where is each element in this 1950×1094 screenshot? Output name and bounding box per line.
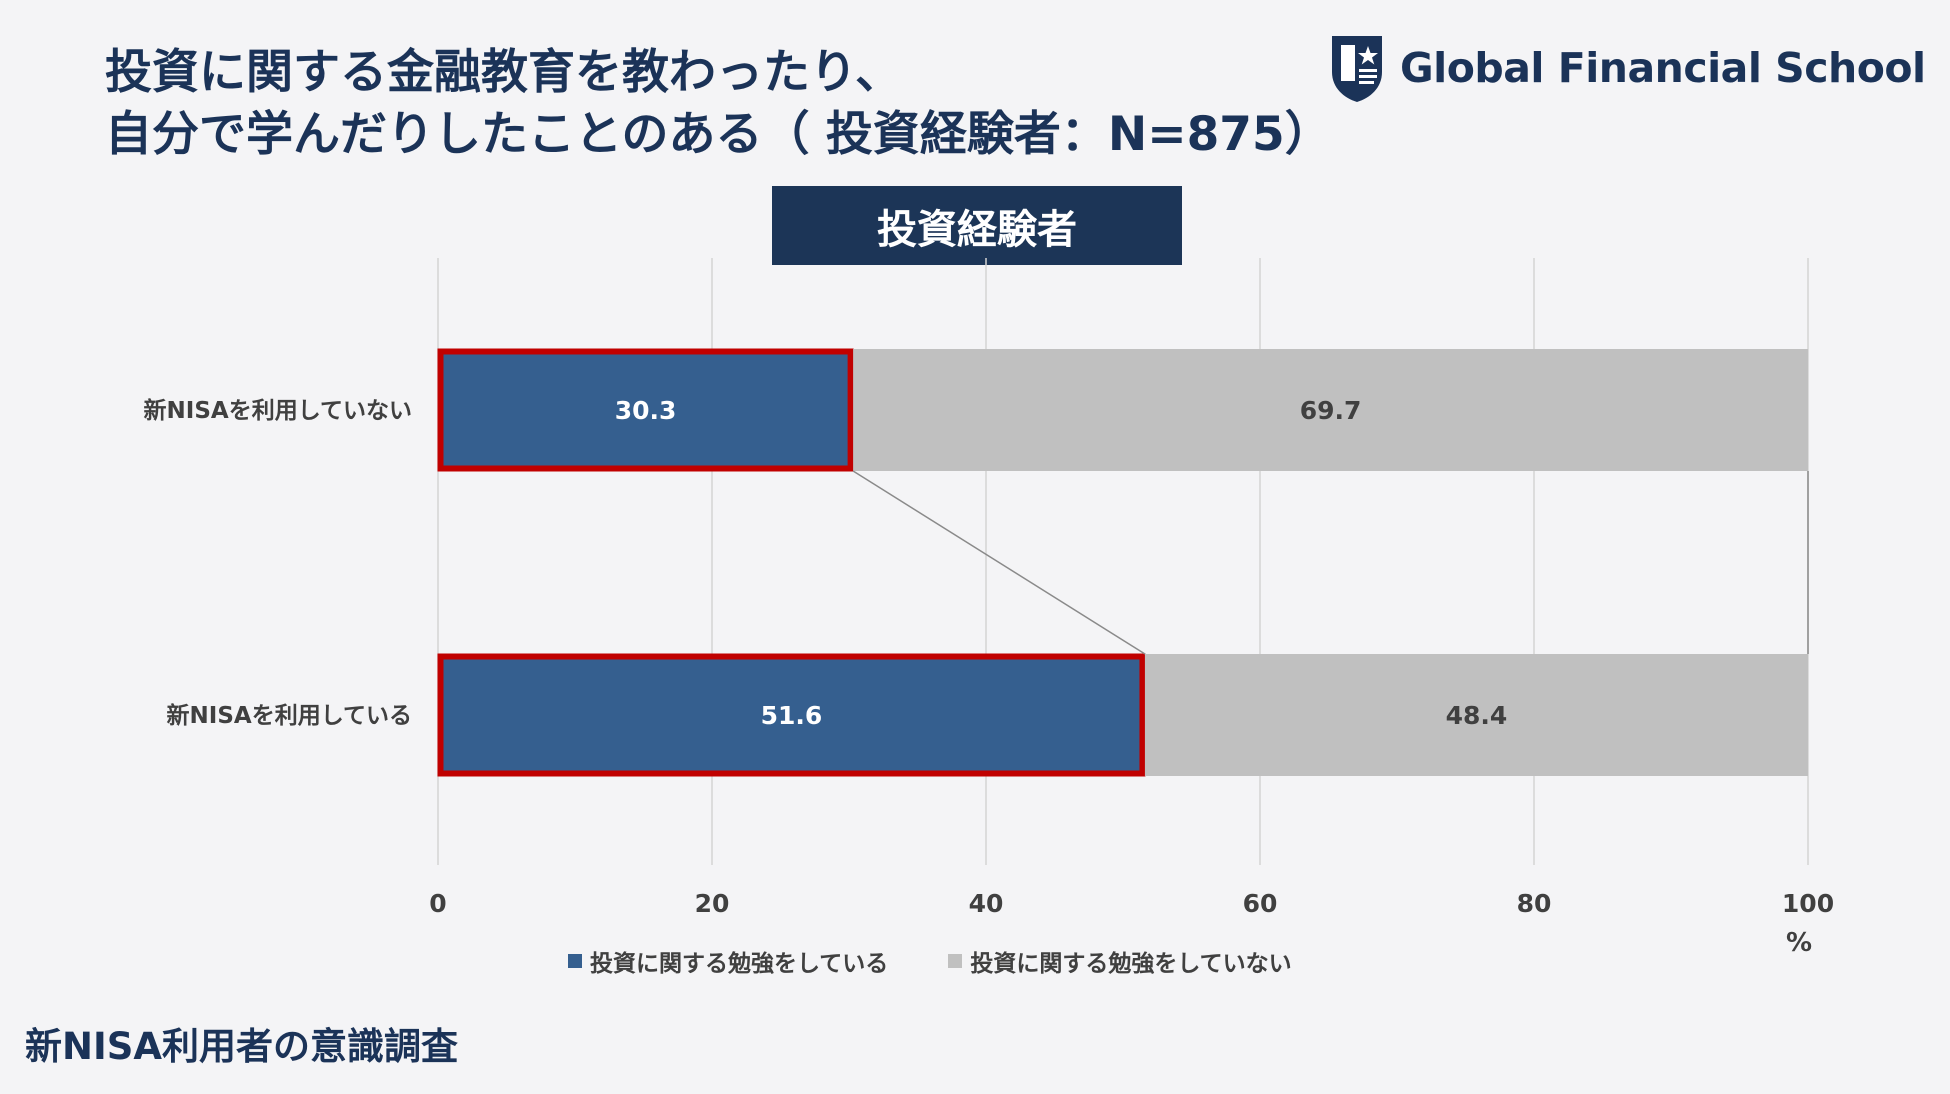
chart-title-line2: 自分で学んだりしたことのある（ 投資経験者：N=875）: [105, 107, 1332, 162]
bar-studying-0: [438, 349, 854, 471]
legend-item-studying: 投資に関する勉強をしている: [568, 944, 888, 978]
survey-footer: 新NISA利用者の意識調査: [25, 1025, 459, 1068]
brand-logo: Global Financial School: [1328, 32, 1926, 104]
data-label-not-studying-1: 48.4: [1446, 701, 1508, 730]
group-label: 投資経験者: [772, 186, 1182, 265]
x-axis-unit: %: [1786, 928, 1813, 958]
data-label-studying-0: 30.3: [615, 396, 677, 425]
brand-name: Global Financial School: [1400, 44, 1926, 92]
x-tick-label-60: 60: [1243, 889, 1278, 918]
category-label-1: 新NISAを利用している: [167, 702, 412, 729]
x-tick-label-0: 0: [429, 889, 446, 918]
x-tick-label-80: 80: [1517, 889, 1552, 918]
x-tick-label-20: 20: [695, 889, 730, 918]
data-label-studying-1: 51.6: [761, 701, 823, 730]
legend-swatch-studying: [568, 954, 582, 968]
bar-highlight-outline-1: [437, 653, 1146, 777]
legend-item-not-studying: 投資に関する勉強をしていない: [948, 944, 1292, 978]
bar-studying-1: [438, 654, 1145, 776]
bar-highlight-outline-0: [437, 348, 854, 472]
x-tick-label-100: 100: [1782, 889, 1834, 918]
category-label-0: 新NISAを利用していない: [144, 397, 412, 424]
chart-title-line1: 投資に関する金融教育を教わったり、: [105, 45, 903, 100]
shield-star-icon: [1332, 36, 1382, 102]
data-label-not-studying-0: 69.7: [1300, 396, 1362, 425]
chart-title: 投資に関する金融教育を教わったり、 自分で学んだりしたことのある（ 投資経験者：…: [105, 42, 1332, 166]
legend-label-studying: 投資に関する勉強をしている: [590, 951, 889, 977]
bar-not-studying-1: [1144, 654, 1808, 776]
legend-swatch-not-studying: [948, 954, 963, 968]
bar-not-studying-0: [853, 349, 1808, 471]
chart-legend: 投資に関する勉強をしている 投資に関する勉強をしていない: [568, 944, 1352, 978]
series-line-studying: [852, 470, 1146, 655]
legend-label-not-studying: 投資に関する勉強をしていない: [970, 951, 1292, 977]
x-tick-label-40: 40: [969, 889, 1004, 918]
